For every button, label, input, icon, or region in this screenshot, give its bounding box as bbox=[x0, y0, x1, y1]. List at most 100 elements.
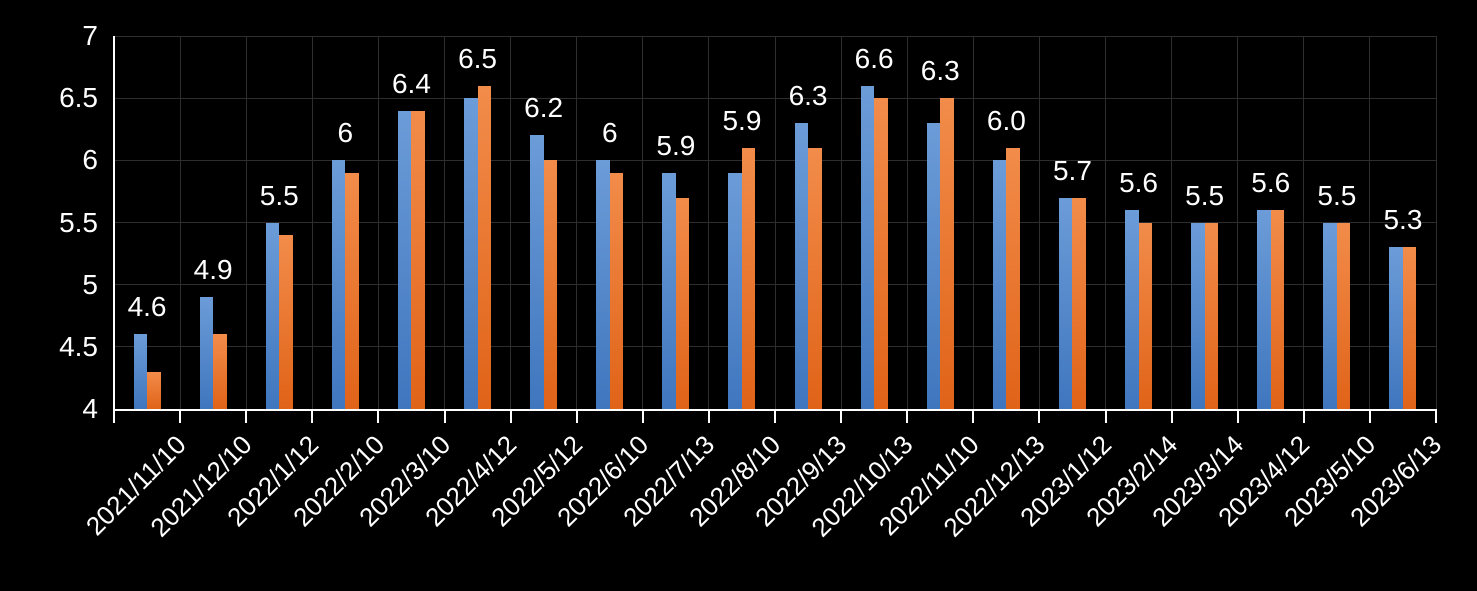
x-axis-tick-mark bbox=[1236, 409, 1239, 423]
data-label: 6.5 bbox=[458, 42, 498, 74]
vertical-gridline bbox=[1369, 36, 1371, 409]
bar-orange bbox=[543, 160, 558, 409]
bar-blue bbox=[331, 160, 346, 409]
y-axis-tick-label: 6.5 bbox=[59, 82, 98, 114]
bar-blue bbox=[1191, 222, 1205, 409]
x-axis-tick-mark bbox=[443, 409, 446, 423]
vertical-gridline bbox=[377, 36, 379, 409]
bar-blue bbox=[662, 172, 676, 409]
bar-blue bbox=[199, 297, 214, 409]
x-axis-tick-mark bbox=[377, 409, 380, 423]
bar-blue bbox=[1323, 222, 1337, 409]
data-label: 6.0 bbox=[986, 104, 1026, 136]
x-axis-tick-mark bbox=[509, 409, 512, 423]
bar-blue bbox=[265, 222, 280, 409]
x-axis-tick-mark bbox=[906, 409, 909, 423]
x-axis-tick-mark bbox=[774, 409, 776, 423]
bar-orange bbox=[213, 334, 227, 409]
bar-orange bbox=[345, 172, 359, 409]
data-label: 5.5 bbox=[1185, 179, 1225, 211]
bar-orange bbox=[477, 85, 492, 409]
data-label: 6 bbox=[601, 117, 618, 149]
vertical-gridline bbox=[906, 36, 908, 409]
vertical-gridline bbox=[576, 36, 578, 409]
data-label: 5.3 bbox=[1383, 204, 1423, 236]
vertical-gridline bbox=[642, 36, 644, 409]
bar-orange bbox=[940, 98, 954, 409]
bar-orange bbox=[147, 371, 161, 409]
x-axis-line bbox=[113, 409, 1437, 411]
bar-orange bbox=[609, 172, 624, 409]
data-label: 6.2 bbox=[524, 92, 564, 124]
data-label: 5.9 bbox=[656, 129, 696, 161]
data-label: 5.6 bbox=[1119, 167, 1159, 199]
y-axis-tick-label: 4.5 bbox=[59, 330, 98, 362]
vertical-gridline bbox=[1038, 36, 1040, 409]
y-axis-tick-label: 6 bbox=[82, 144, 98, 176]
x-axis-tick-mark bbox=[179, 409, 182, 423]
x-axis-tick-mark bbox=[972, 409, 975, 423]
bar-orange bbox=[675, 197, 690, 409]
y-axis-tick-label: 7 bbox=[82, 20, 98, 51]
x-axis-tick-mark bbox=[311, 409, 314, 423]
bar-blue bbox=[1058, 197, 1073, 409]
bar-blue bbox=[860, 85, 875, 409]
data-label: 5.5 bbox=[259, 179, 299, 211]
x-axis-tick-mark bbox=[1170, 409, 1173, 423]
vertical-gridline bbox=[444, 36, 445, 409]
bar-blue bbox=[530, 135, 544, 409]
data-label: 5.5 bbox=[1317, 179, 1357, 211]
bar-orange bbox=[1006, 147, 1020, 409]
bar-orange bbox=[1138, 222, 1153, 409]
bar-orange bbox=[279, 234, 293, 409]
vertical-gridline bbox=[1171, 36, 1173, 409]
bar-blue bbox=[133, 334, 148, 409]
x-axis-tick-mark bbox=[641, 409, 644, 423]
vertical-gridline bbox=[1237, 36, 1239, 409]
y-axis-tick-label: 5 bbox=[82, 268, 98, 300]
data-label: 6.4 bbox=[391, 67, 431, 99]
vertical-gridline bbox=[840, 36, 842, 409]
bar-orange bbox=[808, 147, 822, 409]
x-axis-tick-mark bbox=[1302, 409, 1305, 423]
data-label: 5.7 bbox=[1052, 154, 1092, 186]
x-axis-tick-mark bbox=[113, 409, 115, 423]
data-label: 6.3 bbox=[788, 80, 828, 112]
x-axis-tick-mark bbox=[575, 409, 578, 423]
bar-blue bbox=[794, 123, 809, 409]
y-axis-tick-label: 5.5 bbox=[59, 206, 98, 238]
vertical-gridline bbox=[245, 36, 247, 409]
vertical-gridline bbox=[179, 36, 181, 409]
bar-orange bbox=[874, 98, 888, 409]
vertical-gridline bbox=[1105, 36, 1106, 409]
bar-blue bbox=[728, 172, 742, 409]
x-axis-tick-mark bbox=[245, 409, 248, 423]
data-label: 6.6 bbox=[854, 42, 894, 74]
vertical-gridline bbox=[510, 36, 512, 409]
data-label: 4.9 bbox=[193, 254, 233, 286]
bar-orange bbox=[741, 147, 756, 409]
data-label: 4.6 bbox=[127, 291, 167, 323]
bar-blue bbox=[992, 160, 1007, 409]
bar-orange bbox=[1402, 247, 1417, 409]
bar-blue bbox=[1257, 210, 1271, 409]
bar-blue bbox=[1389, 247, 1403, 409]
bar-blue bbox=[596, 160, 610, 409]
bar-orange bbox=[1204, 222, 1219, 409]
data-label: 5.9 bbox=[722, 104, 762, 136]
data-label: 5.6 bbox=[1251, 167, 1291, 199]
x-axis-tick-mark bbox=[1104, 409, 1107, 423]
x-axis-tick-mark bbox=[840, 409, 843, 423]
vertical-gridline bbox=[708, 36, 710, 409]
x-axis-tick-mark bbox=[1435, 409, 1437, 423]
y-axis-tick-label: 4 bbox=[82, 393, 98, 424]
data-label: 6 bbox=[337, 117, 354, 149]
bar-orange bbox=[411, 110, 425, 409]
y-axis-line bbox=[113, 36, 115, 411]
vertical-gridline bbox=[311, 36, 313, 409]
x-axis-tick-mark bbox=[707, 409, 710, 423]
vertical-gridline bbox=[774, 36, 776, 409]
bar-orange bbox=[1072, 197, 1086, 409]
vertical-gridline bbox=[1303, 36, 1305, 409]
